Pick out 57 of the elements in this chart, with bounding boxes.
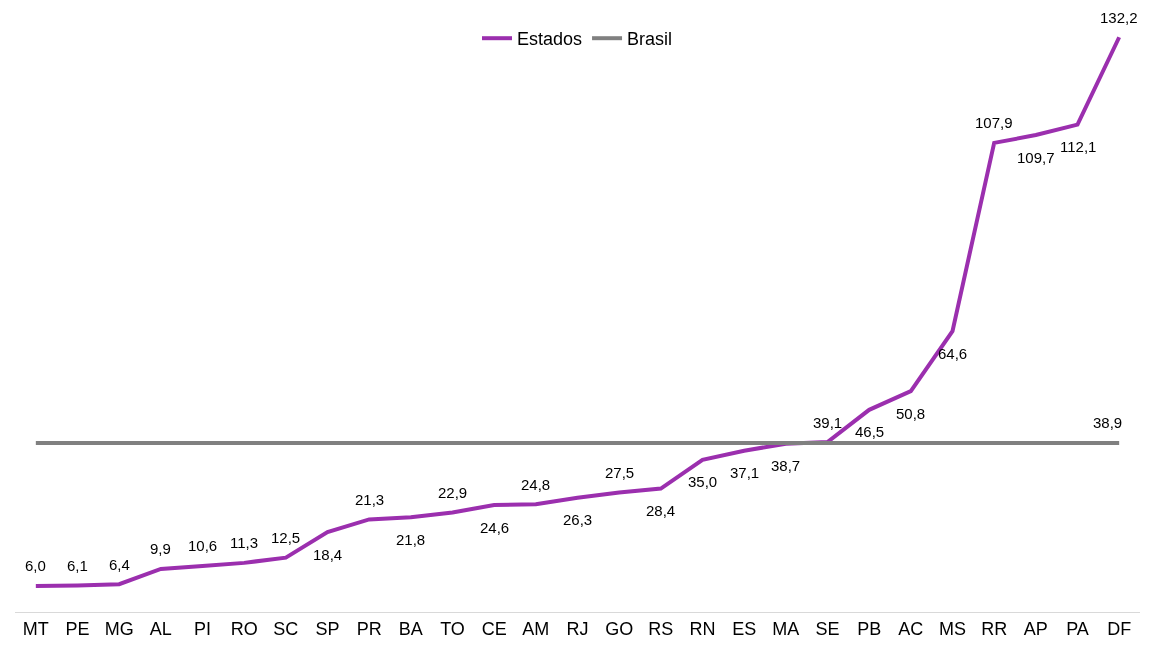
x-tick-label: PB: [857, 618, 882, 639]
data-label: 22,9: [438, 484, 468, 501]
data-label: 21,8: [396, 531, 426, 548]
x-tick-label: DF: [1107, 618, 1132, 639]
x-tick-label: SE: [815, 618, 840, 639]
x-tick-label: MG: [104, 618, 134, 639]
data-label: 64,6: [938, 345, 968, 362]
x-tick-label: AP: [1023, 618, 1048, 639]
data-label: 26,3: [563, 511, 593, 528]
x-tick-label: BA: [398, 618, 423, 639]
data-label: 12,5: [271, 529, 301, 546]
data-label: 50,8: [896, 405, 926, 422]
data-label: 6,4: [109, 556, 130, 573]
x-tick-label: PA: [1066, 618, 1089, 639]
data-label: 27,5: [605, 464, 635, 481]
x-tick-label: MA: [772, 618, 800, 639]
x-tick-label: RN: [689, 618, 716, 639]
x-tick-label: AC: [898, 618, 924, 639]
x-tick-label: RO: [230, 618, 258, 639]
data-label: 24,6: [480, 519, 510, 536]
data-label: 6,1: [67, 557, 88, 574]
data-label: 28,4: [646, 502, 676, 519]
data-label: 46,5: [855, 423, 885, 440]
x-tick-label: MS: [939, 618, 966, 639]
x-tick-label: AL: [149, 618, 172, 639]
data-label: 18,4: [313, 546, 343, 563]
x-tick-label: GO: [605, 618, 634, 639]
data-label: 9,9: [150, 540, 171, 557]
data-label: 132,2: [1100, 9, 1138, 26]
x-tick-label: CE: [481, 618, 507, 639]
data-label: 6,0: [25, 557, 46, 574]
x-tick-label: MT: [22, 618, 49, 639]
x-tick-label: RS: [648, 618, 674, 639]
data-label: 21,3: [355, 491, 385, 508]
data-label: 38,7: [771, 457, 801, 474]
data-label: 35,0: [688, 473, 718, 490]
x-tick-label: PR: [356, 618, 382, 639]
data-label: 112,1: [1060, 138, 1097, 155]
data-label: 38,9: [1093, 414, 1123, 431]
x-tick-label: SC: [273, 618, 299, 639]
x-tick-label: RJ: [566, 618, 589, 639]
legend-label: Estados: [517, 29, 583, 50]
data-label: 37,1: [730, 464, 760, 481]
x-tick-label: RR: [981, 618, 1008, 639]
data-label: 39,1: [813, 414, 843, 431]
data-label: 107,9: [975, 114, 1013, 131]
x-tick-label: ES: [732, 618, 757, 639]
data-label: 24,8: [521, 476, 551, 493]
x-tick-label: PI: [193, 618, 212, 639]
x-tick-label: SP: [315, 618, 340, 639]
legend-label: Brasil: [627, 29, 673, 50]
x-tick-label: PE: [65, 618, 90, 639]
x-tick-label: TO: [440, 618, 465, 639]
data-label: 11,3: [230, 534, 259, 551]
x-tick-label: AM: [522, 618, 550, 639]
data-label: 109,7: [1017, 149, 1055, 166]
data-label: 10,6: [188, 537, 218, 554]
